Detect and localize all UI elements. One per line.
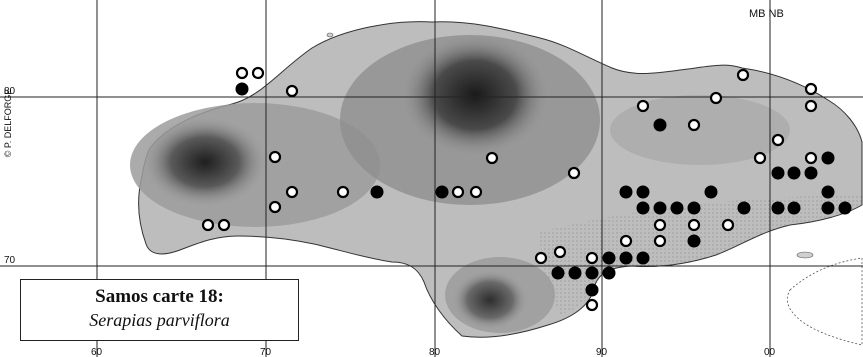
record-open-dot — [721, 218, 735, 232]
record-open-dot — [485, 151, 499, 165]
record-open-dot — [567, 166, 581, 180]
record-filled-dot — [551, 266, 565, 280]
lowland-stipple — [540, 195, 862, 315]
record-open-dot — [251, 66, 265, 80]
record-open-dot — [235, 66, 249, 80]
northing-label: 80 — [4, 86, 16, 97]
record-filled-dot — [838, 201, 852, 215]
record-filled-dot — [737, 201, 751, 215]
record-filled-dot — [821, 201, 835, 215]
record-filled-dot — [602, 266, 616, 280]
record-open-dot — [619, 234, 633, 248]
record-filled-dot — [602, 251, 616, 265]
mountain-kerkis — [143, 117, 267, 207]
grid-labels: 80 70 60 70 80 90 00 — [4, 86, 776, 357]
record-open-dot — [585, 298, 599, 312]
record-filled-dot — [585, 266, 599, 280]
legend-title: Samos carte 18: — [95, 286, 224, 307]
record-open-dot — [201, 218, 215, 232]
record-filled-dot — [821, 151, 835, 165]
northing-label: 70 — [4, 255, 16, 266]
islet — [326, 32, 334, 38]
record-filled-dot — [435, 185, 449, 199]
easting-label: 00 — [764, 347, 776, 357]
mountain-ambelos — [400, 33, 550, 157]
record-filled-dot — [771, 201, 785, 215]
easting-label: 90 — [596, 347, 608, 357]
record-filled-dot — [804, 166, 818, 180]
easting-label: 60 — [91, 347, 103, 357]
hills-east — [610, 95, 790, 165]
record-open-dot — [771, 133, 785, 147]
record-open-dot — [653, 234, 667, 248]
record-open-dot — [653, 218, 667, 232]
record-open-dot — [687, 218, 701, 232]
record-filled-dot — [687, 234, 701, 248]
record-filled-dot — [704, 185, 718, 199]
record-filled-dot — [653, 118, 667, 132]
record-open-dot — [285, 84, 299, 98]
record-filled-dot — [370, 185, 384, 199]
record-open-dot — [585, 251, 599, 265]
record-filled-dot — [787, 166, 801, 180]
record-filled-dot — [568, 266, 582, 280]
record-open-dot — [534, 251, 548, 265]
legend-species: Serapias parviflora — [89, 310, 230, 330]
record-open-dot — [268, 150, 282, 164]
record-filled-dot — [636, 201, 650, 215]
record-filled-dot — [787, 201, 801, 215]
record-open-dot — [553, 245, 567, 259]
record-filled-dot — [653, 201, 667, 215]
record-filled-dot — [585, 283, 599, 297]
record-filled-dot — [619, 185, 633, 199]
legend-box: Samos carte 18: Serapias parviflora — [20, 279, 299, 341]
utm-zone-label: MB NB — [749, 8, 784, 20]
record-open-dot — [268, 200, 282, 214]
record-open-dot — [753, 151, 767, 165]
record-open-dot — [336, 185, 350, 199]
record-open-dot — [636, 99, 650, 113]
island-southeast — [786, 257, 863, 346]
record-filled-dot — [636, 185, 650, 199]
record-open-dot — [217, 218, 231, 232]
record-open-dot — [804, 151, 818, 165]
record-open-dot — [469, 185, 483, 199]
record-open-dot — [804, 99, 818, 113]
mountain-south — [452, 270, 528, 330]
record-filled-dot — [619, 251, 633, 265]
record-open-dot — [687, 118, 701, 132]
easting-label: 80 — [429, 347, 441, 357]
record-filled-dot — [235, 82, 249, 96]
record-open-dot — [804, 82, 818, 96]
record-open-dot — [709, 91, 723, 105]
record-open-dot — [736, 68, 750, 82]
record-filled-dot — [636, 251, 650, 265]
record-open-dot — [451, 185, 465, 199]
records-open-layer — [201, 66, 818, 312]
records-filled-layer — [235, 82, 852, 297]
islet — [796, 251, 814, 259]
copyright-text: © P. DELFORGE — [3, 88, 13, 158]
record-filled-dot — [821, 185, 835, 199]
record-open-dot — [285, 185, 299, 199]
record-filled-dot — [771, 166, 785, 180]
record-filled-dot — [670, 201, 684, 215]
record-filled-dot — [687, 201, 701, 215]
easting-label: 70 — [260, 347, 272, 357]
